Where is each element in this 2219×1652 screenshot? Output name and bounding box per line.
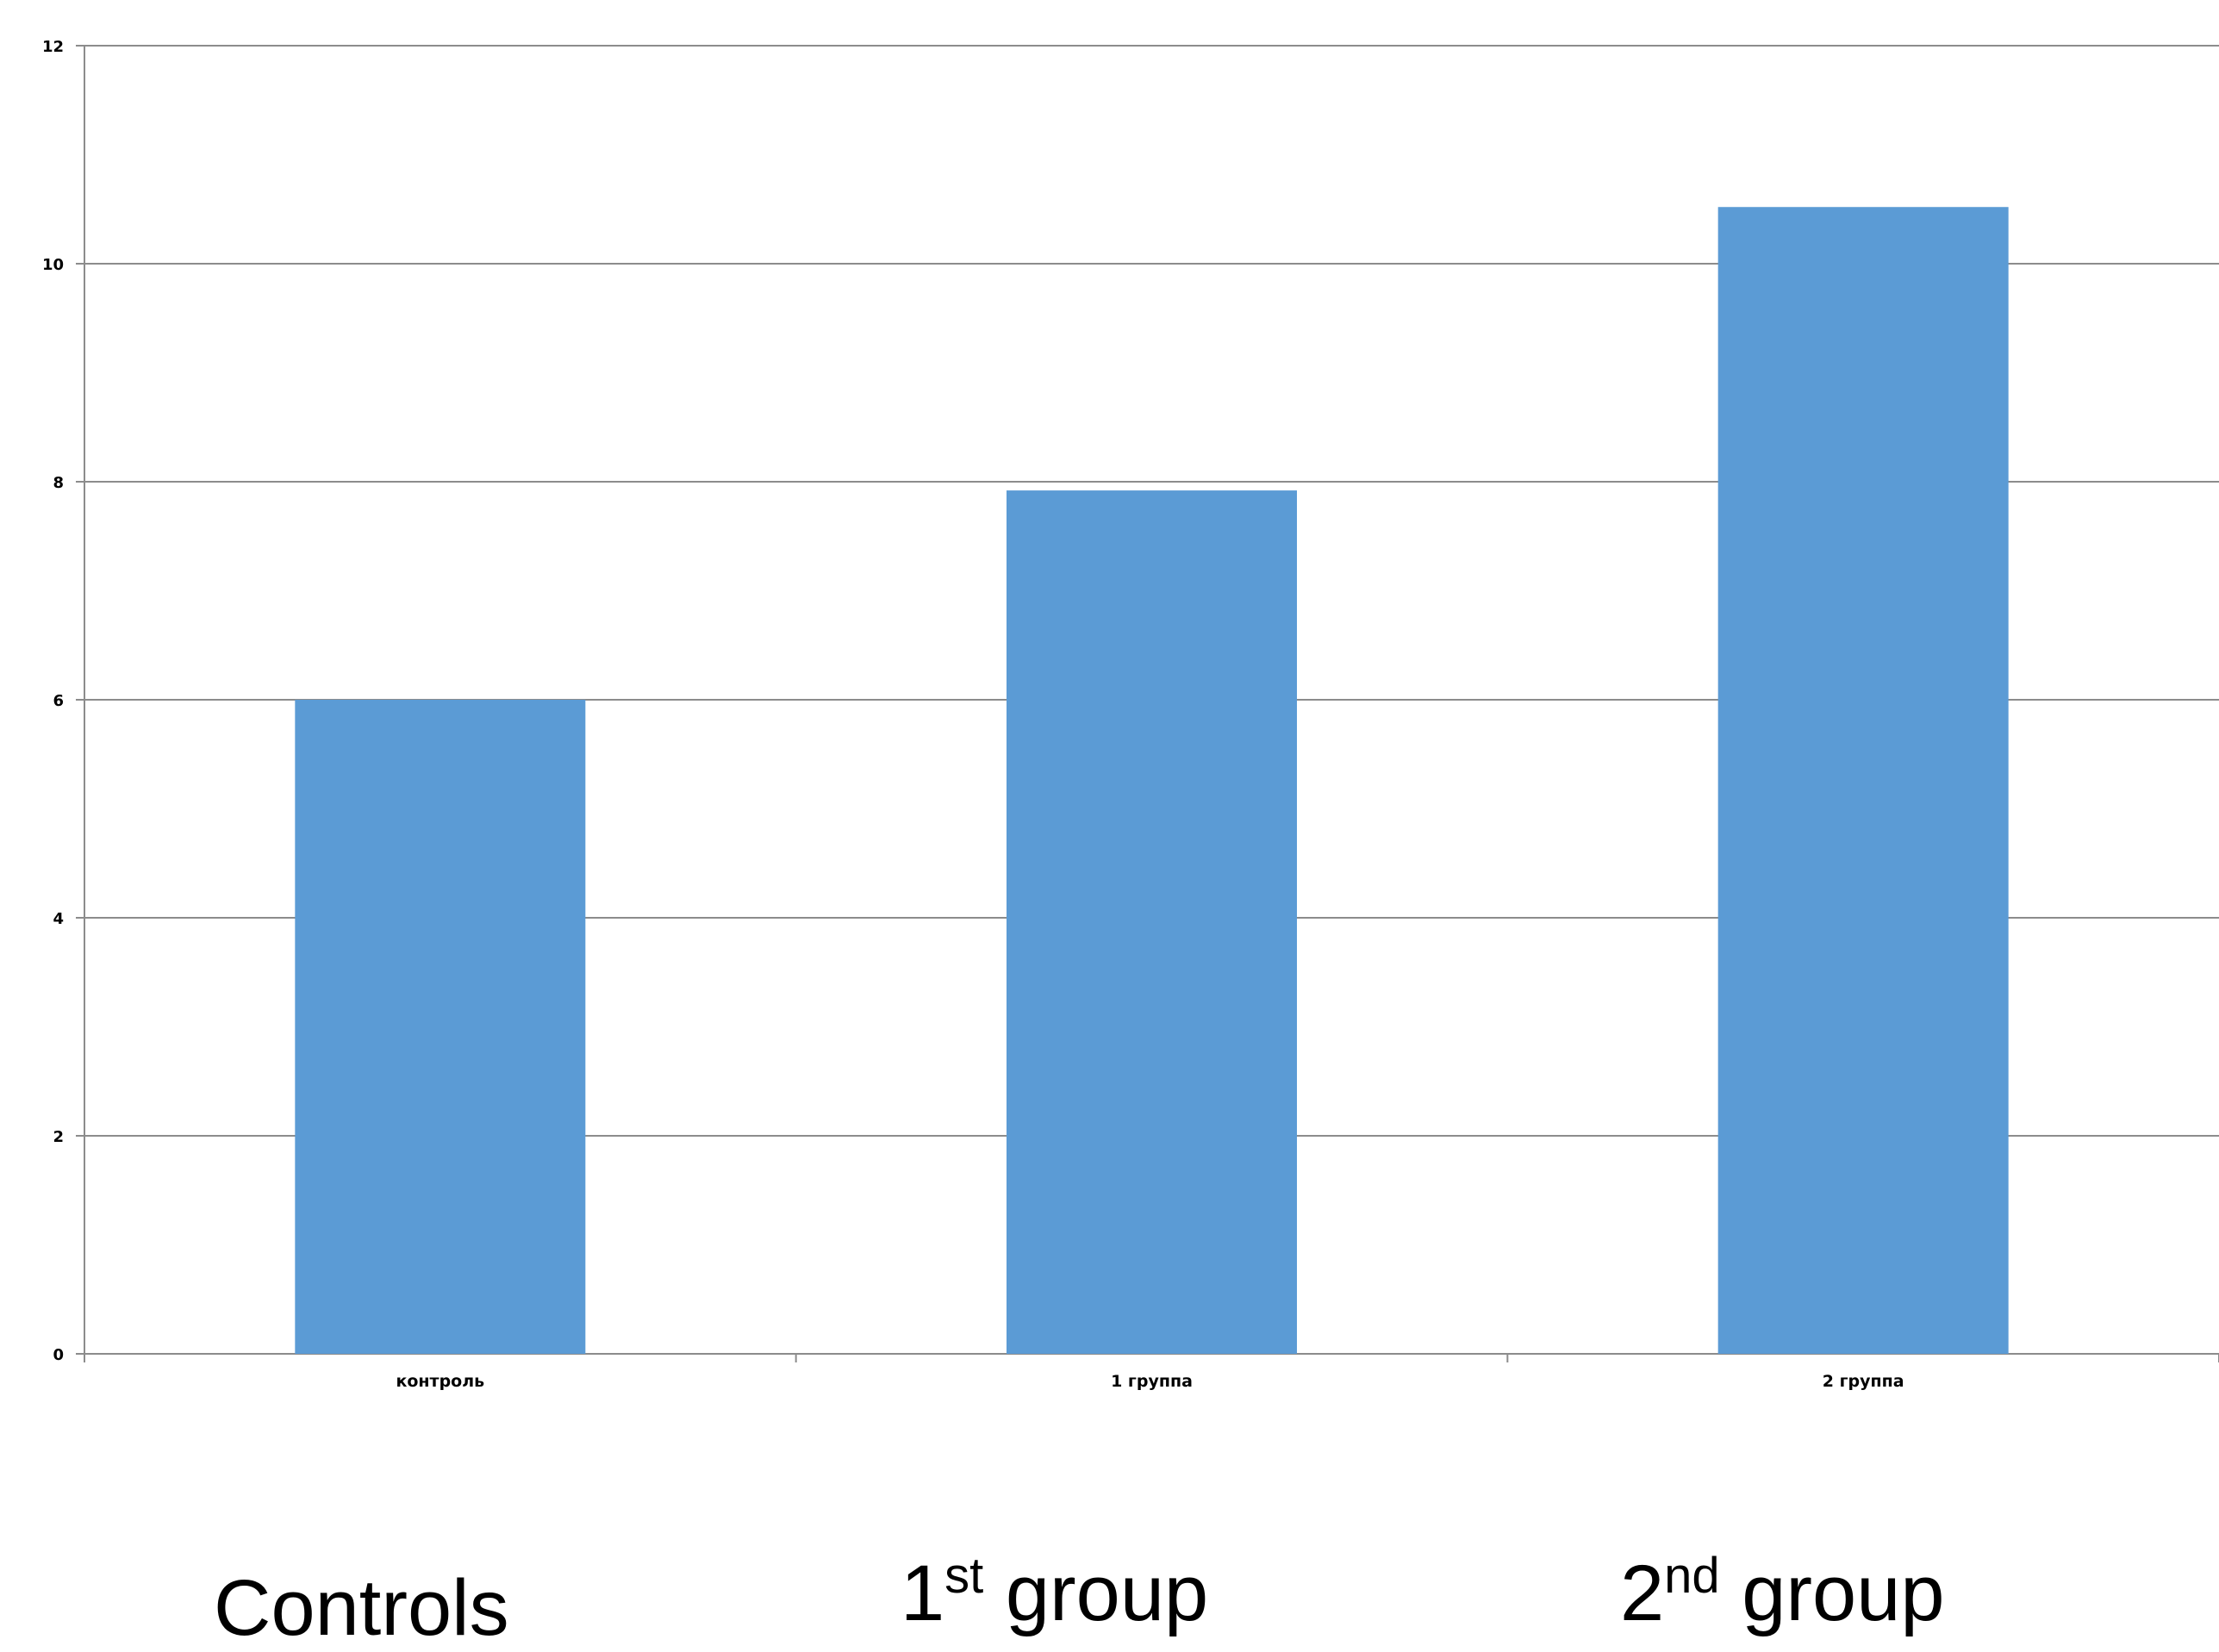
bar-1 (295, 700, 586, 1354)
axis-labels: 0 2 4 6 8 10 12 контроль 1 группа 2 группа (42, 38, 1904, 1391)
group-captions: Controls 1st group 2nd group (0, 1548, 2219, 1649)
y-tick-label: 0 (53, 1346, 64, 1364)
y-tick-label: 2 (53, 1128, 64, 1146)
caption-group-1-word: group (983, 1549, 1209, 1637)
caption-group-1: 1st group (901, 1548, 1208, 1634)
y-tick-label: 8 (53, 474, 64, 492)
bar-2 (1007, 490, 1297, 1354)
x-category-label: 1 группа (1111, 1372, 1193, 1391)
bars (295, 207, 2009, 1355)
y-tick-label: 10 (42, 256, 64, 274)
caption-group-2-word: group (1719, 1549, 1945, 1637)
caption-group-2-suffix: nd (1664, 1548, 1720, 1604)
bar-chart: 0 2 4 6 8 10 12 контроль 1 группа 2 группа (42, 38, 2219, 1391)
y-tick-label: 4 (53, 910, 64, 928)
caption-group-1-suffix: st (944, 1548, 984, 1604)
caption-group-1-number: 1 (901, 1549, 945, 1637)
x-category-label: контроль (396, 1372, 484, 1391)
y-tick-label: 12 (42, 38, 64, 56)
caption-controls-text: Controls (214, 1564, 509, 1652)
bar-3 (1717, 207, 2009, 1355)
x-category-label: 2 группа (1823, 1372, 1904, 1391)
caption-controls: Controls (214, 1568, 509, 1648)
caption-group-2: 2nd group (1620, 1548, 1945, 1634)
caption-group-2-number: 2 (1620, 1549, 1665, 1637)
y-tick-label: 6 (53, 692, 64, 710)
